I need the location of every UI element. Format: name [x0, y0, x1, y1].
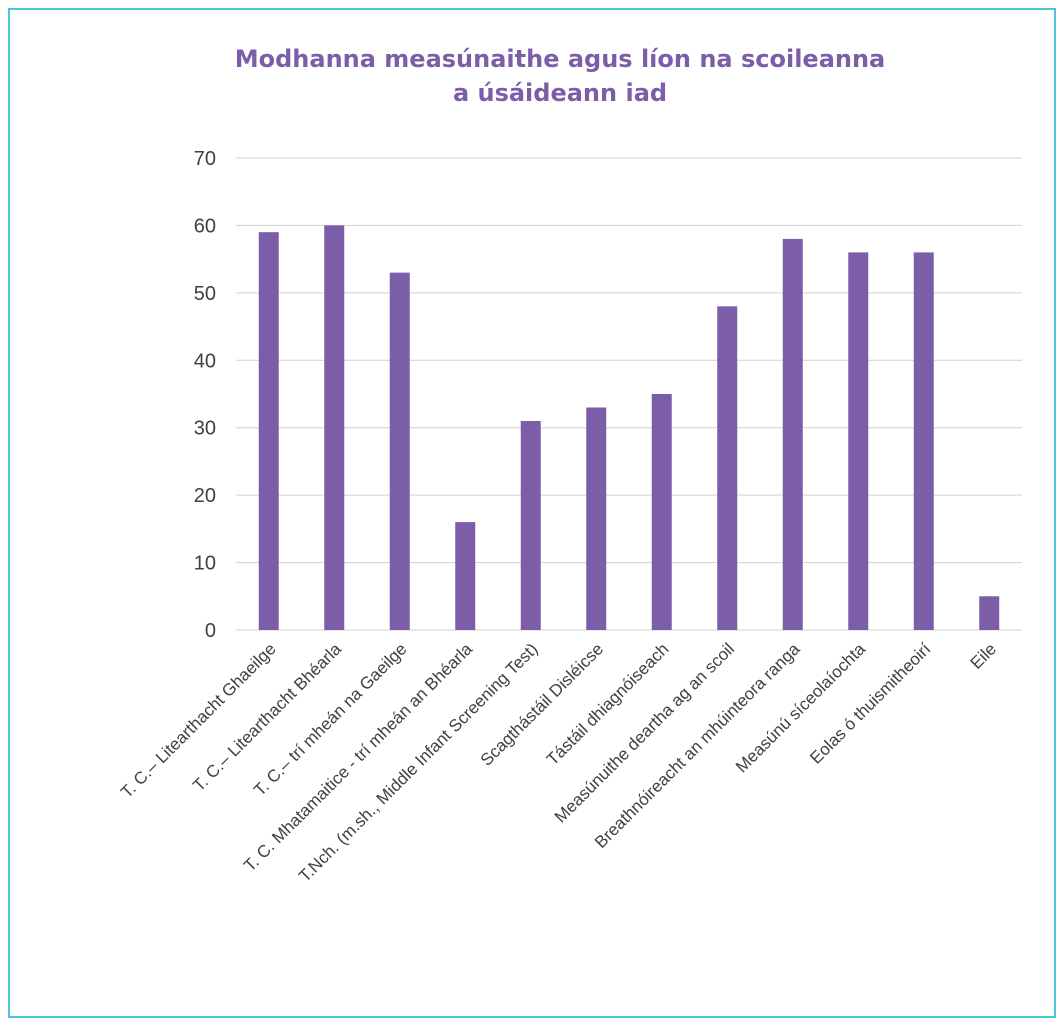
chart-title-line-1: Modhanna measúnaithe agus líon na scoile… — [234, 45, 886, 73]
x-tick-label: Eolas ó thuismitheoirí — [806, 639, 935, 768]
bar — [848, 252, 869, 630]
chart-title-line-2: a úsáideann iad — [452, 79, 668, 107]
bar — [586, 407, 607, 630]
bar — [258, 232, 279, 630]
bar — [651, 394, 672, 630]
bar — [520, 420, 541, 630]
x-tick-label: Eile — [967, 639, 1000, 672]
y-tick-label: 60 — [194, 215, 216, 237]
x-tick-label: Scagthástáil Disléicse — [477, 639, 607, 769]
gridlines — [236, 157, 1022, 631]
y-tick-label: 50 — [194, 283, 216, 305]
x-tick-label: Tástáil dhiagnóiseach — [543, 639, 673, 769]
y-tick-label: 10 — [194, 553, 216, 575]
y-tick-label: 40 — [194, 350, 216, 372]
y-tick-label: 30 — [194, 418, 216, 440]
y-tick-label: 70 — [194, 148, 216, 170]
bar — [455, 522, 476, 630]
bar — [324, 225, 345, 630]
y-tick-label: 20 — [194, 485, 216, 507]
bar — [389, 272, 410, 630]
x-tick-label: T.Nch. (m.sh., Middle Infant Screening T… — [295, 639, 541, 885]
y-tick-label: 0 — [205, 620, 216, 642]
chart-title: Modhanna measúnaithe agus líon na scoile… — [130, 42, 990, 110]
bar — [782, 238, 803, 630]
x-tick-label: Measúnú síceolaíochta — [732, 639, 869, 776]
y-axis-ticks: 0 10 20 30 40 50 60 70 — [194, 148, 216, 642]
bar — [979, 596, 1000, 630]
bar — [913, 252, 934, 630]
x-tick-label: T. C. Mhatamaitice - trí mheán an Bhéarl… — [240, 639, 476, 875]
bar — [717, 306, 738, 630]
bars — [258, 225, 1000, 630]
